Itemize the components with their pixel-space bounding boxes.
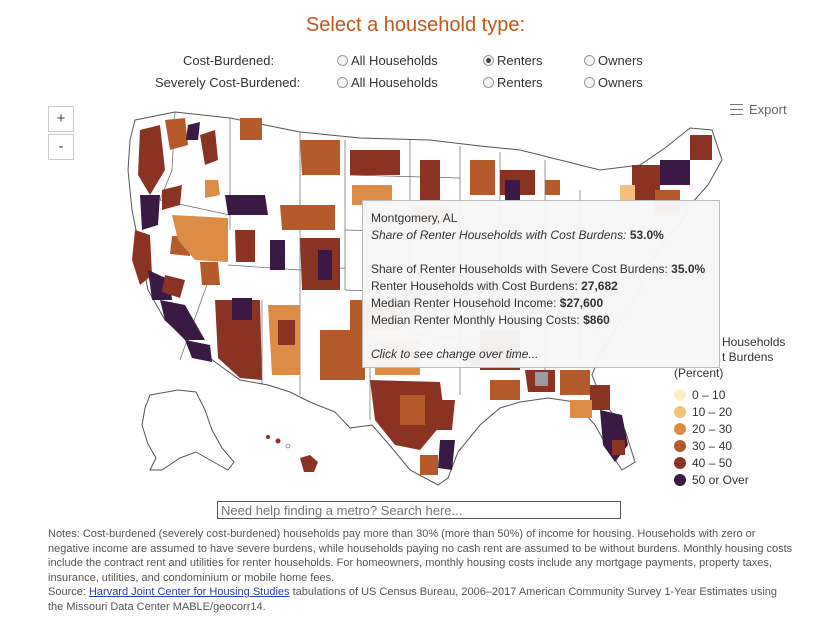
legend-swatch bbox=[674, 389, 686, 401]
metro-search-input[interactable] bbox=[217, 501, 621, 519]
cost-burdened-renters-radio[interactable]: Renters bbox=[483, 53, 543, 68]
legend-swatch bbox=[674, 440, 686, 452]
export-button[interactable]: Export bbox=[730, 102, 787, 117]
radio-icon[interactable] bbox=[483, 77, 494, 88]
radio-icon[interactable] bbox=[337, 55, 348, 66]
notes-text: Notes: Cost-burdened (severely cost-burd… bbox=[48, 528, 793, 584]
legend-swatch bbox=[674, 406, 686, 418]
severe-owners-radio[interactable]: Owners bbox=[584, 75, 643, 90]
cost-burdened-owners-radio[interactable]: Owners bbox=[584, 53, 643, 68]
legend-swatch bbox=[674, 474, 686, 486]
menu-icon bbox=[730, 104, 743, 115]
metro-tooltip: Montgomery, AL Share of Renter Household… bbox=[362, 200, 720, 368]
cost-burdened-label: Cost-Burdened: bbox=[183, 53, 275, 68]
legend-item-20-30[interactable]: 20 – 30 bbox=[674, 422, 732, 436]
zoom-out-button[interactable]: - bbox=[48, 134, 74, 160]
legend-item-30-40[interactable]: 30 – 40 bbox=[674, 439, 732, 453]
hawaii bbox=[266, 435, 318, 472]
cost-burdened-all-radio[interactable]: All Households bbox=[337, 53, 438, 68]
alaska-outline bbox=[141, 389, 235, 471]
legend-item-0-10[interactable]: 0 – 10 bbox=[674, 388, 725, 402]
radio-icon[interactable] bbox=[337, 77, 348, 88]
radio-icon[interactable] bbox=[584, 55, 595, 66]
page-title: Select a household type: bbox=[305, 14, 526, 36]
legend-title-line2: t Burdens bbox=[722, 350, 774, 364]
tooltip-place: Montgomery, AL bbox=[371, 211, 458, 225]
legend-swatch bbox=[674, 457, 686, 469]
metro-areas[interactable] bbox=[132, 118, 712, 475]
zoom-in-button[interactable]: + bbox=[48, 106, 74, 132]
legend-item-40-50[interactable]: 40 – 50 bbox=[674, 456, 732, 470]
severe-renters-radio[interactable]: Renters bbox=[483, 75, 543, 90]
radio-icon[interactable] bbox=[584, 77, 595, 88]
notes-block: Notes: Cost-burdened (severely cost-burd… bbox=[48, 527, 793, 614]
severely-cost-burdened-label: Severely Cost-Burdened: bbox=[155, 75, 301, 90]
legend-title-line1: Households bbox=[722, 335, 786, 349]
change-over-time-link[interactable]: Click to see change over time... bbox=[371, 347, 539, 361]
legend-title-line3: (Percent) bbox=[674, 366, 724, 380]
legend-item-10-20[interactable]: 10 – 20 bbox=[674, 405, 732, 419]
radio-selected-icon[interactable] bbox=[483, 55, 494, 66]
source-link[interactable]: Harvard Joint Center for Housing Studies bbox=[88, 586, 290, 598]
legend-item-50-over[interactable]: 50 or Over bbox=[674, 473, 749, 487]
severe-all-radio[interactable]: All Households bbox=[337, 75, 438, 90]
source-line: Source: Harvard Joint Center for Housing… bbox=[48, 586, 778, 613]
legend-swatch bbox=[674, 423, 686, 435]
